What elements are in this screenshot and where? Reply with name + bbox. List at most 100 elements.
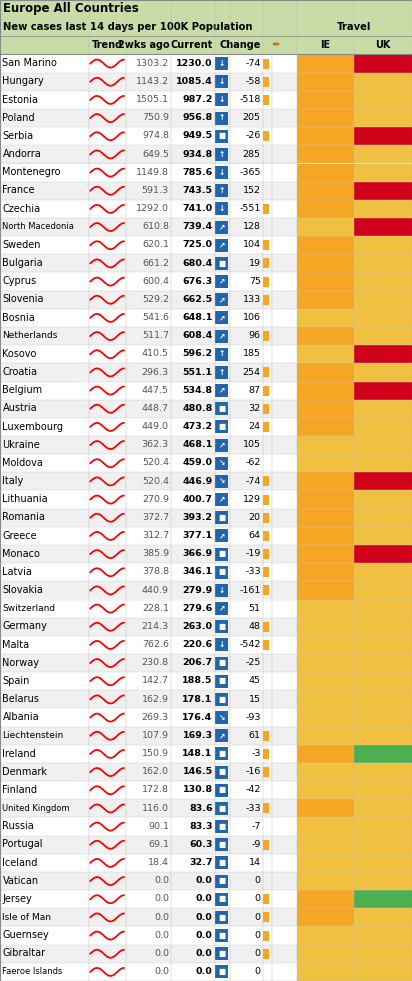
Bar — [354, 363, 412, 382]
Text: Change: Change — [220, 40, 261, 50]
Text: -7: -7 — [251, 822, 261, 831]
Text: ↘: ↘ — [218, 458, 225, 467]
Text: 0.0: 0.0 — [154, 876, 169, 885]
Text: ■: ■ — [218, 858, 225, 867]
Bar — [297, 817, 354, 836]
Bar — [0, 763, 297, 781]
Text: 150.9: 150.9 — [142, 749, 169, 758]
Text: 312.7: 312.7 — [142, 531, 169, 541]
Text: 385.9: 385.9 — [142, 549, 169, 558]
Bar — [354, 418, 412, 436]
Text: North Macedonia: North Macedonia — [2, 223, 74, 232]
Text: Spain: Spain — [2, 676, 30, 686]
Bar — [0, 527, 297, 545]
Text: Albania: Albania — [2, 712, 39, 722]
Bar — [215, 801, 228, 815]
Text: Poland: Poland — [2, 113, 35, 123]
Text: 600.4: 600.4 — [142, 277, 169, 285]
Bar — [0, 181, 297, 200]
Bar — [354, 218, 412, 236]
Bar — [215, 602, 228, 615]
Text: 51: 51 — [249, 603, 261, 613]
Bar — [297, 91, 354, 109]
Bar — [297, 545, 354, 563]
Text: 541.6: 541.6 — [142, 313, 169, 322]
Bar — [354, 128, 412, 145]
Bar — [297, 890, 354, 908]
Text: 83.6: 83.6 — [189, 803, 213, 812]
Text: 2wks ago: 2wks ago — [118, 40, 169, 50]
Text: 20: 20 — [249, 513, 261, 522]
Text: ↑: ↑ — [218, 113, 225, 123]
Text: 1292.0: 1292.0 — [136, 204, 169, 213]
Bar — [215, 693, 228, 706]
Text: ■: ■ — [218, 695, 225, 703]
Text: 520.4: 520.4 — [142, 458, 169, 467]
Text: ↑: ↑ — [218, 149, 225, 159]
Text: 0.0: 0.0 — [154, 949, 169, 957]
Text: 446.9: 446.9 — [183, 477, 213, 486]
Text: Netherlands: Netherlands — [2, 332, 58, 340]
Text: 447.5: 447.5 — [142, 386, 169, 394]
Bar — [354, 109, 412, 128]
Bar — [0, 691, 297, 708]
Bar — [263, 477, 269, 487]
Text: ■: ■ — [218, 622, 225, 631]
Text: ■: ■ — [218, 840, 225, 849]
Text: ↓: ↓ — [218, 59, 225, 68]
Text: -25: -25 — [246, 658, 261, 667]
Bar — [215, 311, 228, 325]
Bar — [215, 347, 228, 361]
Text: 0.0: 0.0 — [196, 931, 213, 940]
Bar — [0, 727, 297, 745]
Bar — [0, 91, 297, 109]
Text: 648.1: 648.1 — [182, 313, 213, 322]
Text: 608.4: 608.4 — [183, 332, 213, 340]
Bar — [263, 131, 269, 141]
Text: 346.1: 346.1 — [183, 567, 213, 577]
Text: ↑: ↑ — [218, 185, 225, 195]
Text: ■: ■ — [218, 404, 225, 413]
Bar — [215, 129, 228, 143]
Bar — [354, 128, 412, 145]
Bar — [297, 327, 354, 345]
Text: 228.1: 228.1 — [142, 603, 169, 613]
Text: 90.1: 90.1 — [148, 822, 169, 831]
Bar — [354, 181, 412, 200]
Bar — [0, 509, 297, 527]
Text: 32: 32 — [249, 404, 261, 413]
Text: 743.5: 743.5 — [183, 185, 213, 195]
Text: Isle of Man: Isle of Man — [2, 912, 52, 921]
Text: 169.3: 169.3 — [183, 731, 213, 740]
Text: 520.4: 520.4 — [142, 477, 169, 486]
Text: 104: 104 — [243, 240, 261, 249]
Bar — [354, 962, 412, 981]
Bar — [354, 164, 412, 181]
Bar — [297, 164, 354, 181]
Bar — [215, 965, 228, 978]
Text: 129: 129 — [243, 494, 261, 503]
Bar — [263, 586, 269, 595]
Text: ↗: ↗ — [218, 440, 225, 449]
Text: ■: ■ — [218, 931, 225, 940]
Bar — [215, 202, 228, 216]
Text: Cyprus: Cyprus — [2, 277, 37, 286]
Text: -365: -365 — [239, 168, 261, 177]
Text: 128: 128 — [243, 223, 261, 232]
Text: 96: 96 — [249, 332, 261, 340]
Bar — [354, 327, 412, 345]
Bar — [354, 218, 412, 236]
Bar — [0, 654, 297, 672]
Text: 480.8: 480.8 — [182, 404, 213, 413]
Text: ↓: ↓ — [218, 204, 225, 213]
Bar — [297, 527, 354, 545]
Bar — [297, 599, 354, 618]
Text: 116.0: 116.0 — [142, 803, 169, 812]
Bar — [297, 200, 354, 218]
Bar — [297, 490, 354, 509]
Text: 762.6: 762.6 — [142, 640, 169, 649]
Bar — [215, 547, 228, 560]
Bar — [354, 91, 412, 109]
Bar — [297, 527, 354, 545]
Text: 15: 15 — [249, 695, 261, 703]
